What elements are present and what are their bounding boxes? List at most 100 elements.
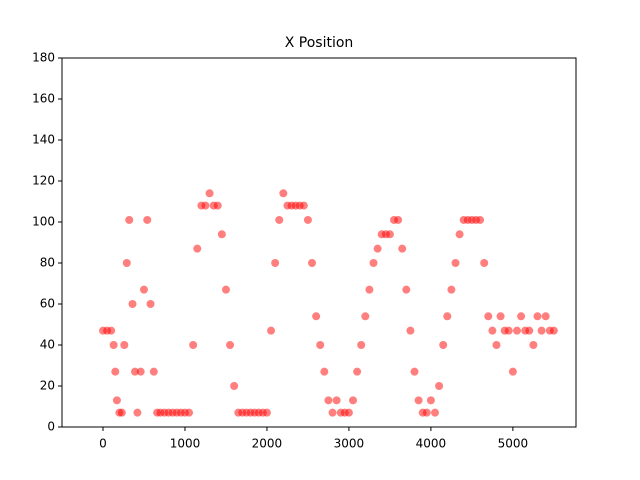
plot-area bbox=[98, 189, 558, 417]
y-tick-label: 180 bbox=[32, 51, 55, 65]
point bbox=[496, 312, 505, 321]
axes-frame bbox=[61, 57, 577, 428]
point bbox=[402, 285, 411, 294]
point bbox=[120, 341, 129, 349]
x-tick-label: 0 bbox=[99, 437, 107, 451]
point bbox=[320, 367, 329, 376]
point bbox=[484, 312, 493, 321]
point bbox=[537, 326, 546, 335]
point bbox=[275, 215, 284, 224]
point bbox=[185, 408, 194, 417]
point bbox=[451, 259, 460, 267]
point bbox=[112, 396, 121, 405]
point bbox=[414, 396, 423, 405]
point bbox=[349, 396, 358, 405]
point bbox=[533, 312, 542, 321]
point bbox=[262, 408, 271, 417]
point bbox=[109, 341, 118, 349]
point bbox=[422, 408, 431, 417]
y-tick-label: 40 bbox=[40, 338, 55, 352]
point bbox=[394, 215, 403, 224]
point bbox=[299, 201, 308, 210]
point bbox=[205, 189, 214, 198]
point bbox=[385, 230, 394, 239]
y-tick-label: 80 bbox=[40, 256, 55, 270]
point bbox=[193, 244, 202, 253]
y-tick-label: 60 bbox=[40, 297, 55, 311]
point bbox=[480, 259, 489, 267]
point bbox=[189, 341, 198, 349]
point bbox=[517, 312, 526, 321]
point bbox=[426, 396, 435, 405]
point bbox=[447, 285, 456, 294]
point bbox=[353, 367, 362, 376]
point bbox=[508, 367, 517, 376]
point bbox=[525, 326, 534, 335]
point bbox=[529, 341, 538, 349]
point bbox=[128, 300, 137, 308]
point bbox=[361, 312, 370, 321]
point bbox=[373, 244, 382, 253]
chart-title: X Position bbox=[285, 35, 354, 51]
point bbox=[117, 408, 126, 417]
point bbox=[279, 189, 288, 198]
point bbox=[201, 201, 210, 210]
point bbox=[143, 215, 152, 224]
point bbox=[549, 326, 558, 335]
y-tick-label: 160 bbox=[32, 92, 55, 106]
x-tick-label: 2000 bbox=[252, 437, 283, 451]
point bbox=[324, 396, 333, 405]
point bbox=[230, 382, 239, 390]
y-tick-label: 0 bbox=[47, 420, 55, 434]
x-tick-label: 3000 bbox=[334, 437, 365, 451]
y-tick-label: 20 bbox=[40, 379, 55, 393]
point bbox=[488, 326, 497, 335]
point bbox=[492, 341, 501, 349]
point bbox=[455, 230, 464, 239]
point bbox=[410, 367, 419, 376]
point bbox=[146, 300, 155, 308]
point bbox=[130, 367, 139, 376]
point bbox=[316, 341, 325, 349]
point bbox=[125, 215, 134, 224]
point bbox=[107, 326, 116, 335]
point bbox=[430, 408, 439, 417]
point bbox=[221, 285, 230, 294]
point bbox=[476, 215, 485, 224]
x-tick-label: 1000 bbox=[170, 437, 201, 451]
point bbox=[369, 259, 378, 267]
point bbox=[111, 367, 120, 376]
point bbox=[512, 326, 521, 335]
point bbox=[308, 259, 317, 267]
point bbox=[344, 408, 353, 417]
point bbox=[303, 215, 312, 224]
point bbox=[267, 326, 276, 335]
point bbox=[149, 367, 158, 376]
point bbox=[406, 326, 415, 335]
point bbox=[271, 259, 280, 267]
y-tick-label: 140 bbox=[32, 133, 55, 147]
point bbox=[122, 259, 131, 267]
x-tick-label: 4000 bbox=[416, 437, 447, 451]
point bbox=[435, 382, 444, 390]
point bbox=[213, 201, 222, 210]
point bbox=[365, 285, 374, 294]
y-tick-label: 100 bbox=[32, 215, 55, 229]
point bbox=[357, 341, 366, 349]
point bbox=[398, 244, 407, 253]
point bbox=[136, 367, 145, 376]
point bbox=[133, 408, 142, 417]
point bbox=[541, 312, 550, 321]
point bbox=[139, 285, 148, 294]
point bbox=[332, 396, 341, 405]
point bbox=[439, 341, 448, 349]
point bbox=[312, 312, 321, 321]
point bbox=[328, 408, 337, 417]
point bbox=[226, 341, 235, 349]
x-tick-label: 5000 bbox=[498, 437, 529, 451]
y-tick-label: 120 bbox=[32, 174, 55, 188]
point bbox=[504, 326, 513, 335]
point bbox=[443, 312, 452, 321]
